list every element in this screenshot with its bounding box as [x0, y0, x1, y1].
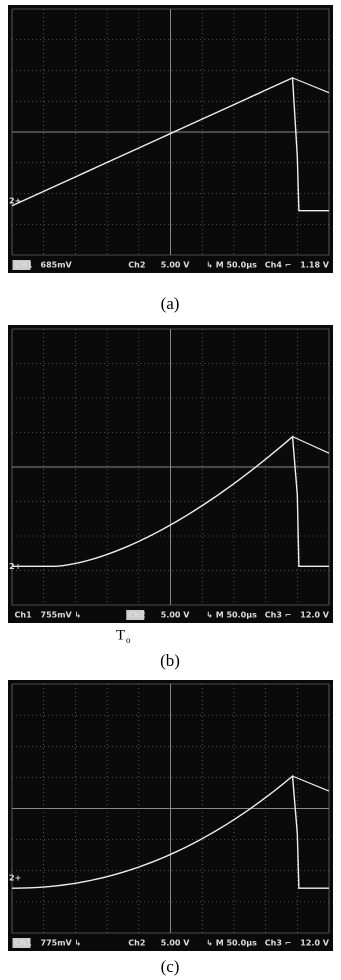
- page: 2+ CH1 685mV Ch2 5.00 V ↳ M 50.0µs Ch4 ⌐ 1.18 V…: [0, 0, 341, 980]
- caption: (b): [160, 651, 180, 670]
- channel-marker: 2+: [9, 196, 21, 205]
- status-text: 755mV ↳: [41, 611, 82, 620]
- status-text: 1.18 V: [300, 261, 330, 270]
- scope-screen: 2+ Ch1 755mV ↳ Ch2 5.00 V ↳ M 50.0µs Ch3 ⌐ 12.0…: [8, 325, 333, 623]
- status-text: Ch2: [128, 261, 145, 270]
- status-text: Ch4 ⌐: [265, 261, 292, 270]
- status-text: Ch2: [128, 939, 145, 948]
- caption: (c): [161, 957, 180, 976]
- status-text: ↳ M 50.0µs: [206, 939, 257, 948]
- scope-screen: 2+ Ch1 775mV ↳ Ch2 5.00 V ↳ M 50.0µs Ch3 ⌐ 12.0…: [8, 680, 333, 951]
- status-text: ↳ M 50.0µs: [206, 261, 257, 270]
- channel-marker: 2+: [9, 874, 21, 883]
- status-text: Ch1: [15, 611, 33, 620]
- status-text: 5.00 V: [161, 261, 191, 270]
- figure: 2+ CH1 685mV Ch2 5.00 V ↳ M 50.0µs Ch4 ⌐ 1.18 V…: [0, 0, 341, 980]
- scope-screen: 2+ CH1 685mV Ch2 5.00 V ↳ M 50.0µs Ch4 ⌐ 1.18 V: [8, 5, 333, 273]
- status-text: 12.0 V: [300, 611, 330, 620]
- status-text: 775mV ↳: [41, 939, 82, 948]
- status-text: ↳ M 50.0µs: [206, 611, 257, 620]
- annotation-sub: o: [126, 635, 131, 645]
- status-text: Ch2: [128, 611, 145, 620]
- status-text: 5.00 V: [161, 939, 191, 948]
- status-text: CH1: [15, 261, 34, 270]
- annotation: T: [116, 627, 125, 643]
- status-text: Ch1: [15, 939, 33, 948]
- status-text: 12.0 V: [300, 939, 330, 948]
- status-text: 685mV: [41, 261, 73, 270]
- status-text: 5.00 V: [161, 611, 191, 620]
- caption: (a): [161, 294, 180, 313]
- channel-marker: 2+: [9, 562, 21, 571]
- status-text: Ch3 ⌐: [265, 611, 292, 620]
- status-text: Ch3 ⌐: [265, 939, 292, 948]
